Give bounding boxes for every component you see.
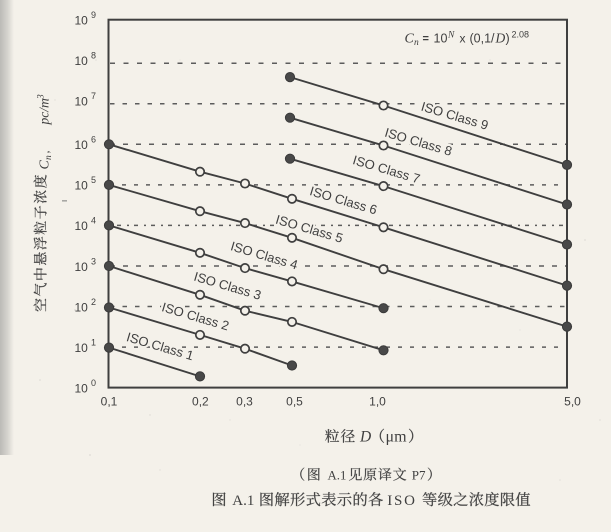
svg-text:10: 10	[75, 260, 89, 274]
svg-text:A.1: A.1	[328, 469, 347, 483]
svg-text:10: 10	[434, 32, 448, 46]
svg-text:(0,1/: (0,1/	[470, 32, 496, 46]
svg-text:8: 8	[91, 51, 96, 61]
svg-text:P7: P7	[412, 468, 426, 483]
svg-text:3: 3	[37, 94, 47, 100]
svg-text:1: 1	[91, 337, 96, 347]
svg-text:=: =	[423, 33, 429, 45]
svg-text:3: 3	[91, 256, 96, 266]
svg-text:,: ,	[38, 151, 52, 154]
svg-text:5,0: 5,0	[564, 395, 581, 409]
svg-text:10: 10	[75, 138, 89, 152]
svg-text:0,3: 0,3	[236, 395, 253, 409]
svg-text:0,2: 0,2	[192, 395, 209, 409]
svg-text:D: D	[359, 429, 371, 446]
svg-text:7: 7	[91, 91, 96, 101]
svg-text:10: 10	[75, 341, 89, 355]
svg-text:): )	[506, 32, 510, 46]
svg-text:10: 10	[75, 95, 89, 109]
svg-text:pc/m: pc/m	[37, 98, 52, 125]
svg-text:5: 5	[91, 175, 96, 185]
svg-text:ISO: ISO	[387, 493, 417, 509]
svg-text:0,1: 0,1	[101, 395, 118, 409]
svg-text:10: 10	[75, 179, 89, 193]
svg-text:n: n	[44, 155, 54, 160]
svg-text:10: 10	[75, 14, 89, 28]
svg-text:2: 2	[91, 297, 96, 307]
svg-text:A.1: A.1	[232, 493, 254, 509]
svg-text:D: D	[495, 31, 506, 46]
svg-text:2.08: 2.08	[512, 30, 530, 40]
svg-text:0,5: 0,5	[286, 395, 303, 409]
svg-text:9: 9	[91, 10, 96, 20]
svg-text:1,0: 1,0	[369, 395, 386, 409]
svg-text:4: 4	[91, 216, 96, 226]
svg-text:10: 10	[75, 381, 89, 395]
svg-text:μm: μm	[386, 429, 408, 446]
svg-text:C: C	[405, 32, 415, 47]
svg-text:N: N	[447, 31, 455, 41]
svg-text:0: 0	[91, 378, 96, 388]
svg-text:10: 10	[75, 300, 89, 314]
svg-text:10: 10	[75, 54, 89, 68]
svg-text:x: x	[460, 32, 466, 46]
svg-text:6: 6	[91, 135, 96, 145]
svg-text:10: 10	[75, 219, 89, 233]
svg-text:n: n	[414, 38, 419, 48]
svg-text:C: C	[38, 160, 53, 170]
